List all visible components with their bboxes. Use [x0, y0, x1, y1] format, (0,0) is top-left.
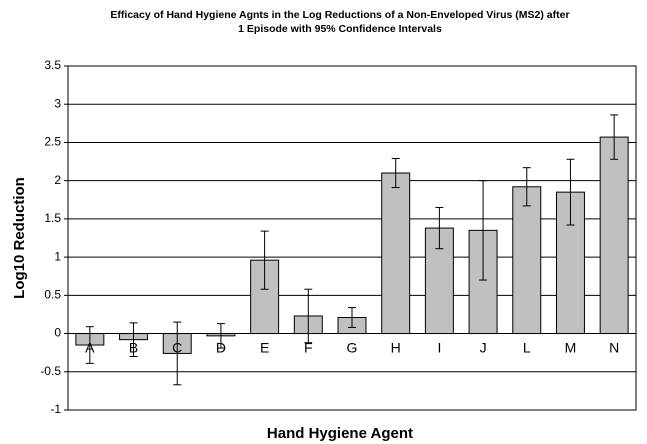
x-tick-label: C: [172, 339, 182, 355]
y-tick-label: 0.5: [44, 288, 61, 302]
x-tick-label: E: [260, 339, 269, 355]
y-tick-label: 3: [54, 96, 61, 110]
y-tick-label: 1.5: [44, 211, 61, 225]
y-axis-title: Log10 Reduction: [11, 177, 28, 299]
x-tick-label: L: [523, 339, 531, 355]
y-tick-label: 2.5: [44, 135, 61, 149]
x-tick-label: J: [480, 339, 487, 355]
x-tick-label: F: [304, 339, 313, 355]
x-tick-label: N: [609, 339, 619, 355]
plot-border: [67, 65, 637, 411]
y-tick-label: 2: [54, 173, 61, 187]
x-tick-label: B: [129, 339, 138, 355]
bar: [599, 136, 629, 335]
x-axis-title: Hand Hygiene Agent: [267, 425, 413, 442]
y-tick-label: -0.5: [40, 364, 61, 378]
x-tick-label: D: [216, 339, 226, 355]
bar: [381, 172, 411, 335]
bar: [512, 186, 542, 335]
x-tick-label: M: [565, 339, 577, 355]
x-tick-label: A: [85, 339, 95, 355]
y-tick-label: -1: [50, 402, 61, 416]
x-tick-label: H: [391, 339, 401, 355]
y-tick-label: 0: [54, 326, 61, 340]
y-tick-label: 3.5: [44, 58, 61, 72]
x-tick-label: I: [437, 339, 441, 355]
chart-title: Efficacy of Hand Hygiene Agnts in the Lo…: [110, 9, 569, 21]
chart-title: 1 Episode with 95% Confidence Intervals: [238, 23, 442, 35]
y-tick-label: 1: [54, 249, 61, 263]
x-tick-label: G: [347, 339, 358, 355]
